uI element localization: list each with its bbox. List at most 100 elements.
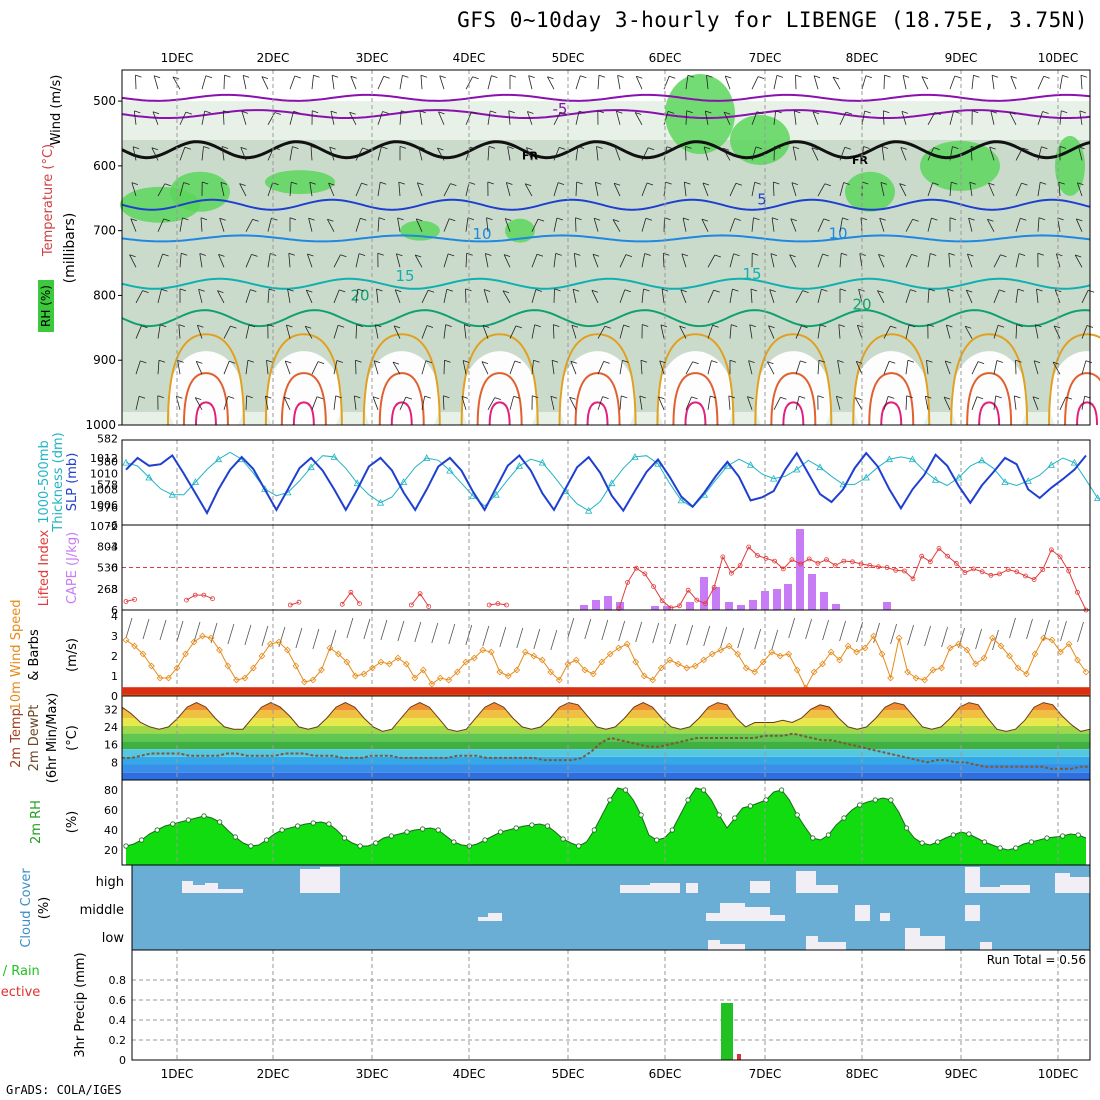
wind-barb-flag bbox=[887, 396, 895, 399]
wind-barb bbox=[883, 325, 891, 339]
wind-speed-marker bbox=[275, 638, 283, 646]
wind-barb bbox=[817, 183, 826, 197]
wind-barb-flag bbox=[399, 146, 407, 149]
temp-tick-label: 24 bbox=[104, 721, 118, 734]
wind-barb-10m bbox=[584, 618, 592, 640]
wind-barb bbox=[902, 75, 907, 90]
wind-barb bbox=[288, 253, 291, 268]
wind-barb-flag bbox=[1022, 147, 1029, 151]
wind-barb-10m bbox=[1009, 617, 1016, 639]
wind-barb-flag bbox=[713, 289, 720, 293]
wind-barb bbox=[135, 75, 137, 90]
wind-barb bbox=[287, 289, 291, 303]
lifted-index-marker bbox=[486, 602, 492, 608]
wind-barb-flag bbox=[965, 325, 972, 329]
lifted-index-marker bbox=[876, 564, 881, 570]
wind-barb-flag bbox=[877, 290, 884, 293]
wind-barb-flag bbox=[841, 252, 848, 256]
wind-barb bbox=[619, 289, 626, 304]
wind-barb bbox=[443, 289, 448, 303]
wind-barb bbox=[635, 76, 643, 90]
lifted-index-marker bbox=[408, 602, 414, 608]
wind-barb bbox=[707, 395, 711, 410]
wind-barb bbox=[1059, 110, 1062, 125]
wind-barb bbox=[968, 218, 973, 232]
wind-barb bbox=[355, 182, 362, 197]
wind-barb bbox=[987, 219, 995, 232]
wind-barb-flag bbox=[274, 112, 281, 115]
wind-barb-flag bbox=[491, 75, 498, 78]
wind-barb bbox=[376, 288, 379, 303]
wind-barb bbox=[839, 147, 846, 161]
lifted-index-marker bbox=[339, 601, 345, 607]
wind-barb-10m bbox=[193, 621, 201, 643]
wind-barb bbox=[640, 360, 643, 375]
wind-barb bbox=[949, 182, 952, 197]
wind-barb-flag bbox=[526, 147, 533, 150]
wind-barb-10m bbox=[907, 624, 914, 646]
wind-speed-marker bbox=[530, 652, 538, 660]
wind-tick-label: 0 bbox=[111, 690, 118, 703]
wind-barb bbox=[220, 182, 225, 197]
contour-label: 10 bbox=[472, 225, 491, 243]
wind-barb bbox=[245, 219, 253, 232]
wind-speed-marker bbox=[963, 646, 971, 654]
wind-barb-flag bbox=[954, 75, 961, 79]
wind-barb bbox=[304, 326, 313, 339]
wind-barb bbox=[593, 218, 599, 232]
wind-barb-flag bbox=[798, 395, 806, 399]
wind-barb-flag bbox=[577, 146, 585, 149]
wind-speed-marker bbox=[564, 660, 572, 668]
wind-barb bbox=[1081, 396, 1086, 410]
wind-barb-flag bbox=[267, 324, 274, 327]
wind-barb bbox=[135, 360, 141, 375]
lifted-index-marker bbox=[711, 584, 717, 590]
wind-barb bbox=[946, 324, 951, 339]
wind-barb bbox=[641, 218, 647, 232]
lifted-index-marker bbox=[625, 580, 630, 585]
wind-barb bbox=[309, 182, 313, 197]
wind-barb bbox=[129, 254, 137, 268]
wind-barb bbox=[855, 361, 863, 375]
wind-barb-flag bbox=[1036, 288, 1043, 292]
wind-barb bbox=[132, 146, 137, 161]
wind-barb-flag bbox=[273, 147, 280, 150]
wind-barb-10m bbox=[448, 623, 456, 645]
rh-marker bbox=[388, 833, 394, 839]
wind-barb bbox=[879, 218, 885, 232]
wind-barb-flag bbox=[859, 253, 866, 256]
lifted-index-marker bbox=[616, 606, 622, 611]
wind-speed-marker bbox=[683, 664, 691, 672]
wind-barb-flag bbox=[644, 253, 651, 256]
wind-barb-flag bbox=[513, 395, 520, 399]
thickness-marker bbox=[955, 473, 963, 481]
wind-barb bbox=[176, 396, 181, 410]
wind-barb bbox=[641, 182, 648, 197]
wind-barb-flag bbox=[417, 182, 424, 186]
wind-barb-flag bbox=[1056, 253, 1063, 257]
wind-barb-flag bbox=[948, 252, 955, 256]
cape-bar bbox=[686, 602, 694, 610]
wind-speed-marker bbox=[377, 658, 385, 666]
rh-marker bbox=[810, 835, 816, 841]
wind-speed-marker bbox=[326, 644, 334, 652]
lifted-index-marker bbox=[850, 559, 855, 565]
cloud-high-bar bbox=[1070, 877, 1090, 893]
wind-speed-marker bbox=[513, 666, 521, 674]
wind-barb bbox=[880, 182, 885, 197]
wind-barb-flag bbox=[286, 324, 293, 328]
lifted-index-marker bbox=[945, 553, 950, 559]
wind-barb-10m bbox=[873, 622, 880, 644]
cape-bar bbox=[808, 574, 816, 610]
cape-bar bbox=[651, 606, 659, 610]
wind-barb-flag bbox=[1075, 254, 1082, 258]
wind-barb bbox=[683, 182, 687, 197]
wind-barb-10m bbox=[839, 620, 846, 642]
wind-speed-line bbox=[125, 635, 1087, 690]
wind-barb-flag bbox=[812, 111, 820, 115]
wind-barb-10m bbox=[295, 627, 303, 649]
wind-barb bbox=[1074, 254, 1083, 268]
wind-barb bbox=[900, 147, 907, 161]
wind-barb-flag bbox=[305, 325, 312, 329]
wind-barb bbox=[509, 396, 514, 410]
